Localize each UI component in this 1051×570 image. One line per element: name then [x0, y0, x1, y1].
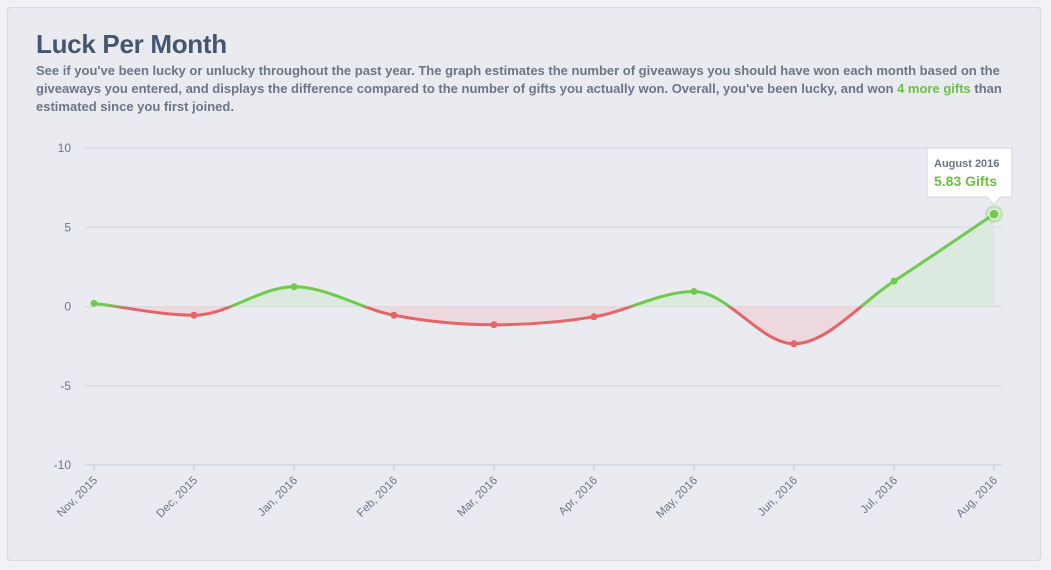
data-point[interactable]	[290, 283, 298, 291]
x-tick-label: Mar, 2016	[455, 475, 500, 520]
x-tick-label: Jun, 2016	[756, 475, 800, 519]
y-tick-label: 10	[58, 141, 72, 155]
y-tick-label: -10	[54, 458, 72, 472]
tooltip-date: August 2016	[934, 158, 999, 170]
y-tick-label: 5	[64, 220, 71, 234]
x-tick-label: Jul, 2016	[859, 475, 900, 516]
data-point[interactable]	[190, 311, 198, 319]
luck-panel	[7, 7, 1041, 561]
x-tick-label: Feb, 2016	[355, 475, 400, 520]
data-point[interactable]	[790, 340, 798, 348]
x-tick-label: Nov, 2015	[55, 475, 100, 520]
positive-area	[94, 214, 994, 307]
x-tick-label: Jan, 2016	[256, 475, 300, 519]
x-tick-label: Dec, 2015	[155, 475, 201, 521]
chart-tooltip: August 2016 5.83 Gifts	[926, 147, 1013, 206]
data-point[interactable]	[490, 321, 498, 329]
data-point[interactable]	[890, 277, 898, 285]
page-title: Luck Per Month	[36, 29, 227, 59]
description-text-end: than estimated since you first joined.	[36, 81, 1002, 114]
chart-points	[90, 205, 1003, 348]
description-text: See if you've been lucky or unlucky thro…	[36, 63, 1000, 96]
chart-line	[92, 212, 996, 346]
negative-line	[106, 306, 864, 346]
y-tick-label: -5	[60, 379, 71, 393]
y-tick-label: 0	[64, 300, 71, 314]
tooltip-value: 5.83 Gifts	[934, 173, 997, 189]
x-tick-label: Apr, 2016	[557, 475, 600, 518]
positive-line	[92, 212, 996, 307]
chart-grid	[85, 147, 1002, 387]
x-tick-label: Aug, 2016	[955, 475, 1001, 521]
data-point[interactable]	[690, 287, 698, 295]
luck-summary-highlight: 4 more gifts	[897, 81, 971, 96]
data-point-highlight[interactable]	[988, 208, 1000, 220]
data-point[interactable]	[90, 299, 98, 307]
description: See if you've been lucky or unlucky thro…	[36, 62, 1011, 116]
x-tick-label: May, 2016	[654, 475, 700, 521]
chart-axes: 10 5 0 -5 -10 Nov, 2015 Dec, 2015 Jan, 2016 Feb,…	[54, 141, 1002, 520]
data-point[interactable]	[390, 311, 398, 319]
data-point[interactable]	[590, 313, 598, 321]
